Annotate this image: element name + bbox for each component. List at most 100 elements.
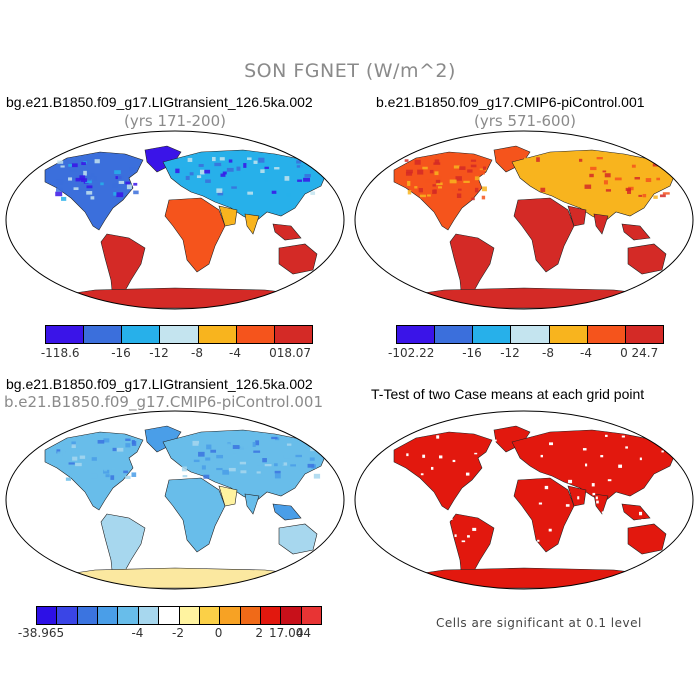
grid-cell bbox=[103, 469, 108, 472]
colorbar-tick-label: 2 bbox=[255, 626, 263, 640]
grid-cell bbox=[656, 177, 661, 181]
colorbar-swatch bbox=[435, 326, 474, 343]
insignificant-cell bbox=[639, 457, 642, 461]
insignificant-cell bbox=[437, 529, 441, 533]
grid-cell bbox=[123, 470, 129, 474]
insignificant-cell bbox=[613, 495, 618, 499]
grid-cell bbox=[596, 157, 603, 160]
insignificant-cell bbox=[452, 459, 456, 463]
panel-4-map bbox=[354, 410, 694, 590]
insignificant-cell bbox=[487, 550, 492, 554]
colorbar-swatch bbox=[397, 326, 436, 343]
grid-cell bbox=[243, 163, 247, 168]
landmass-australia bbox=[627, 523, 667, 555]
insignificant-cell bbox=[537, 539, 540, 542]
grid-cell bbox=[68, 163, 72, 167]
insignificant-cell bbox=[526, 544, 529, 547]
grid-cell bbox=[60, 165, 65, 168]
grid-cell bbox=[189, 172, 194, 176]
insignificant-cell bbox=[438, 455, 443, 459]
panel-3-subtitle: b.e21.B1850.f09_g17.CMIP6-piControl.001 bbox=[4, 393, 323, 411]
landmass-northAmerica bbox=[393, 431, 493, 511]
colorbar-2 bbox=[396, 325, 664, 344]
grid-cell bbox=[105, 474, 110, 478]
grid-cell bbox=[602, 170, 607, 173]
grid-cell bbox=[201, 465, 206, 470]
grid-cell bbox=[217, 191, 224, 196]
grid-cell bbox=[184, 171, 189, 174]
grid-cell bbox=[61, 196, 67, 201]
insignificant-cell bbox=[661, 450, 664, 453]
insignificant-cell bbox=[617, 550, 622, 553]
grid-cell bbox=[283, 454, 291, 459]
grid-cell bbox=[295, 454, 303, 458]
grid-cell bbox=[56, 449, 61, 454]
colorbar-tick-label: 0 bbox=[620, 346, 628, 360]
grid-cell bbox=[247, 157, 252, 160]
grid-cell bbox=[474, 187, 479, 193]
colorbar-tick-label: -102.22 bbox=[388, 346, 435, 360]
grid-cell bbox=[56, 187, 63, 192]
colorbar-swatch bbox=[98, 607, 119, 624]
landmass-india bbox=[593, 213, 609, 235]
grid-cell bbox=[478, 169, 485, 175]
colorbar-swatch bbox=[220, 607, 241, 624]
grid-cell bbox=[417, 169, 424, 175]
grid-cell bbox=[219, 157, 225, 161]
colorbar-swatch bbox=[84, 326, 123, 343]
grid-cell bbox=[111, 468, 116, 471]
grid-cell bbox=[297, 179, 303, 182]
insignificant-cell bbox=[452, 507, 456, 511]
grid-cell bbox=[57, 160, 64, 164]
colorbar-swatch bbox=[511, 326, 550, 343]
grid-cell bbox=[226, 167, 234, 172]
grid-cell bbox=[434, 159, 440, 164]
colorbar-swatch bbox=[118, 607, 139, 624]
insignificant-cell bbox=[538, 502, 543, 505]
panel-3-map bbox=[5, 410, 345, 590]
grid-cell bbox=[93, 176, 97, 181]
grid-cell bbox=[309, 457, 315, 461]
grid-cell bbox=[452, 189, 460, 194]
insignificant-cell bbox=[403, 480, 408, 483]
grid-cell bbox=[69, 169, 77, 172]
insignificant-cell bbox=[465, 472, 470, 476]
grid-cell bbox=[283, 470, 288, 475]
grid-cell bbox=[198, 451, 205, 457]
grid-cell bbox=[236, 166, 241, 171]
insignificant-cell bbox=[607, 479, 612, 482]
grid-cell bbox=[274, 167, 280, 170]
grid-cell bbox=[103, 438, 110, 443]
grid-cell bbox=[438, 176, 442, 181]
grid-cell bbox=[427, 194, 431, 197]
grid-cell bbox=[198, 164, 204, 167]
landmass-arabia bbox=[218, 205, 238, 227]
grid-cell bbox=[459, 166, 466, 170]
grid-cell bbox=[56, 179, 64, 185]
grid-cell bbox=[78, 189, 83, 193]
colorbar-tick-label: 0 bbox=[214, 626, 223, 640]
insignificant-cell bbox=[605, 434, 608, 437]
grid-cell bbox=[540, 181, 547, 186]
insignificant-cell bbox=[526, 465, 530, 469]
grid-cell bbox=[181, 466, 187, 472]
grid-cell bbox=[81, 449, 88, 455]
grid-cell bbox=[133, 190, 139, 195]
colorbar-swatch bbox=[138, 607, 160, 624]
insignificant-cell bbox=[494, 512, 497, 516]
insignificant-cell bbox=[549, 442, 554, 446]
grid-cell bbox=[584, 184, 592, 189]
colorbar-swatch bbox=[159, 607, 180, 624]
grid-cell bbox=[638, 181, 645, 186]
grid-cell bbox=[625, 187, 631, 192]
grid-cell bbox=[432, 189, 437, 195]
grid-cell bbox=[232, 445, 240, 449]
grid-cell bbox=[116, 192, 124, 198]
grid-cell bbox=[253, 450, 261, 453]
grid-cell bbox=[303, 177, 311, 182]
insignificant-cell bbox=[420, 473, 424, 476]
insignificant-cell bbox=[497, 545, 500, 549]
grid-cell bbox=[298, 456, 303, 460]
grid-cell bbox=[182, 167, 188, 170]
grid-cell bbox=[97, 439, 105, 444]
